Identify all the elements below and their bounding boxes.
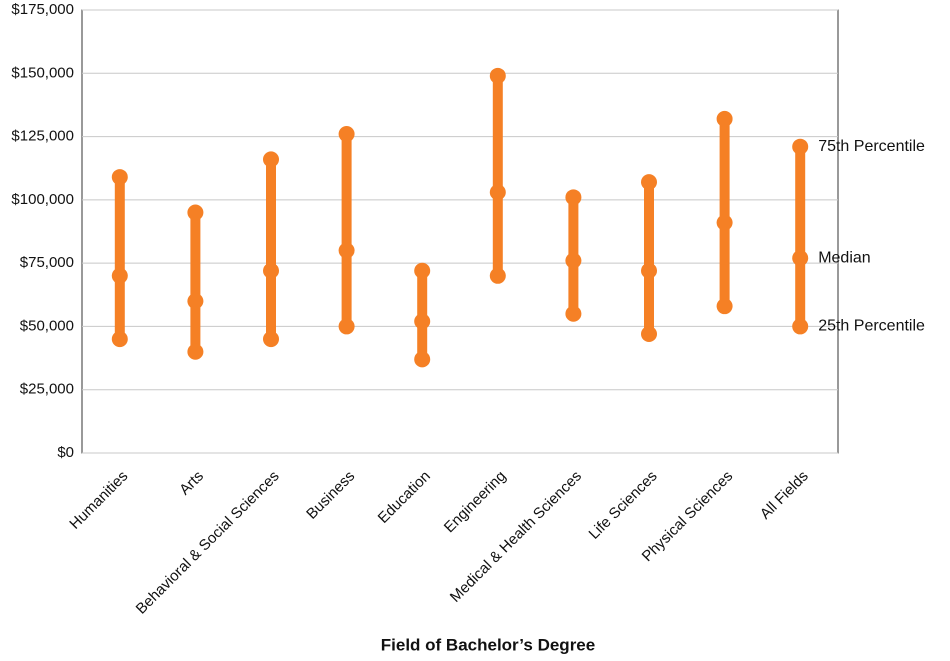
y-tick-label: $50,000 bbox=[20, 317, 74, 334]
dot bbox=[641, 174, 657, 191]
dot bbox=[187, 204, 204, 221]
x-tick-label: Life Sciences bbox=[586, 468, 661, 543]
x-axis-title: Field of Bachelor’s Degree bbox=[381, 635, 595, 654]
dot bbox=[111, 267, 128, 284]
y-tick-label: $0 bbox=[57, 444, 74, 461]
dot bbox=[565, 252, 582, 269]
y-tick-label: $75,000 bbox=[20, 254, 74, 271]
legend-label: Median bbox=[818, 249, 870, 266]
dot bbox=[565, 189, 582, 206]
dot bbox=[489, 67, 506, 84]
y-tick-label: $125,000 bbox=[11, 128, 74, 145]
dot bbox=[565, 305, 582, 322]
dot bbox=[489, 267, 506, 284]
y-tick-label: $175,000 bbox=[11, 1, 74, 18]
dot bbox=[641, 262, 657, 279]
x-tick-label: Humanities bbox=[66, 468, 131, 533]
x-tick-label: All Fields bbox=[757, 468, 812, 523]
dot bbox=[111, 331, 128, 348]
dot bbox=[792, 138, 809, 155]
dot bbox=[187, 293, 204, 310]
x-tick-label: Business bbox=[303, 468, 358, 523]
x-tick-label: Arts bbox=[176, 468, 207, 499]
dot bbox=[489, 184, 506, 201]
dot bbox=[414, 351, 431, 368]
dot bbox=[414, 262, 431, 279]
dot bbox=[716, 214, 733, 231]
dot bbox=[338, 242, 355, 259]
x-tick-label: Engineering bbox=[441, 468, 510, 537]
dot bbox=[792, 318, 809, 335]
x-tick-label: Medical & Health Sciences bbox=[447, 468, 585, 606]
y-tick-label: $25,000 bbox=[20, 381, 74, 398]
dot bbox=[716, 298, 733, 315]
dot bbox=[263, 262, 279, 279]
dot bbox=[263, 151, 279, 168]
dot bbox=[414, 313, 431, 330]
x-tick-label: Behavioral & Social Sciences bbox=[133, 468, 283, 618]
dot bbox=[641, 326, 657, 343]
dot bbox=[263, 331, 279, 348]
dot bbox=[187, 343, 204, 360]
y-tick-label: $100,000 bbox=[11, 191, 74, 208]
dot bbox=[338, 126, 355, 143]
dot bbox=[111, 169, 128, 186]
dot bbox=[338, 318, 355, 335]
legend-label: 25th Percentile bbox=[818, 318, 925, 335]
y-tick-label: $150,000 bbox=[11, 64, 74, 81]
x-tick-label: Education bbox=[375, 468, 434, 527]
legend-label: 75th Percentile bbox=[818, 138, 925, 155]
dot bbox=[792, 250, 809, 267]
dot bbox=[716, 110, 733, 127]
